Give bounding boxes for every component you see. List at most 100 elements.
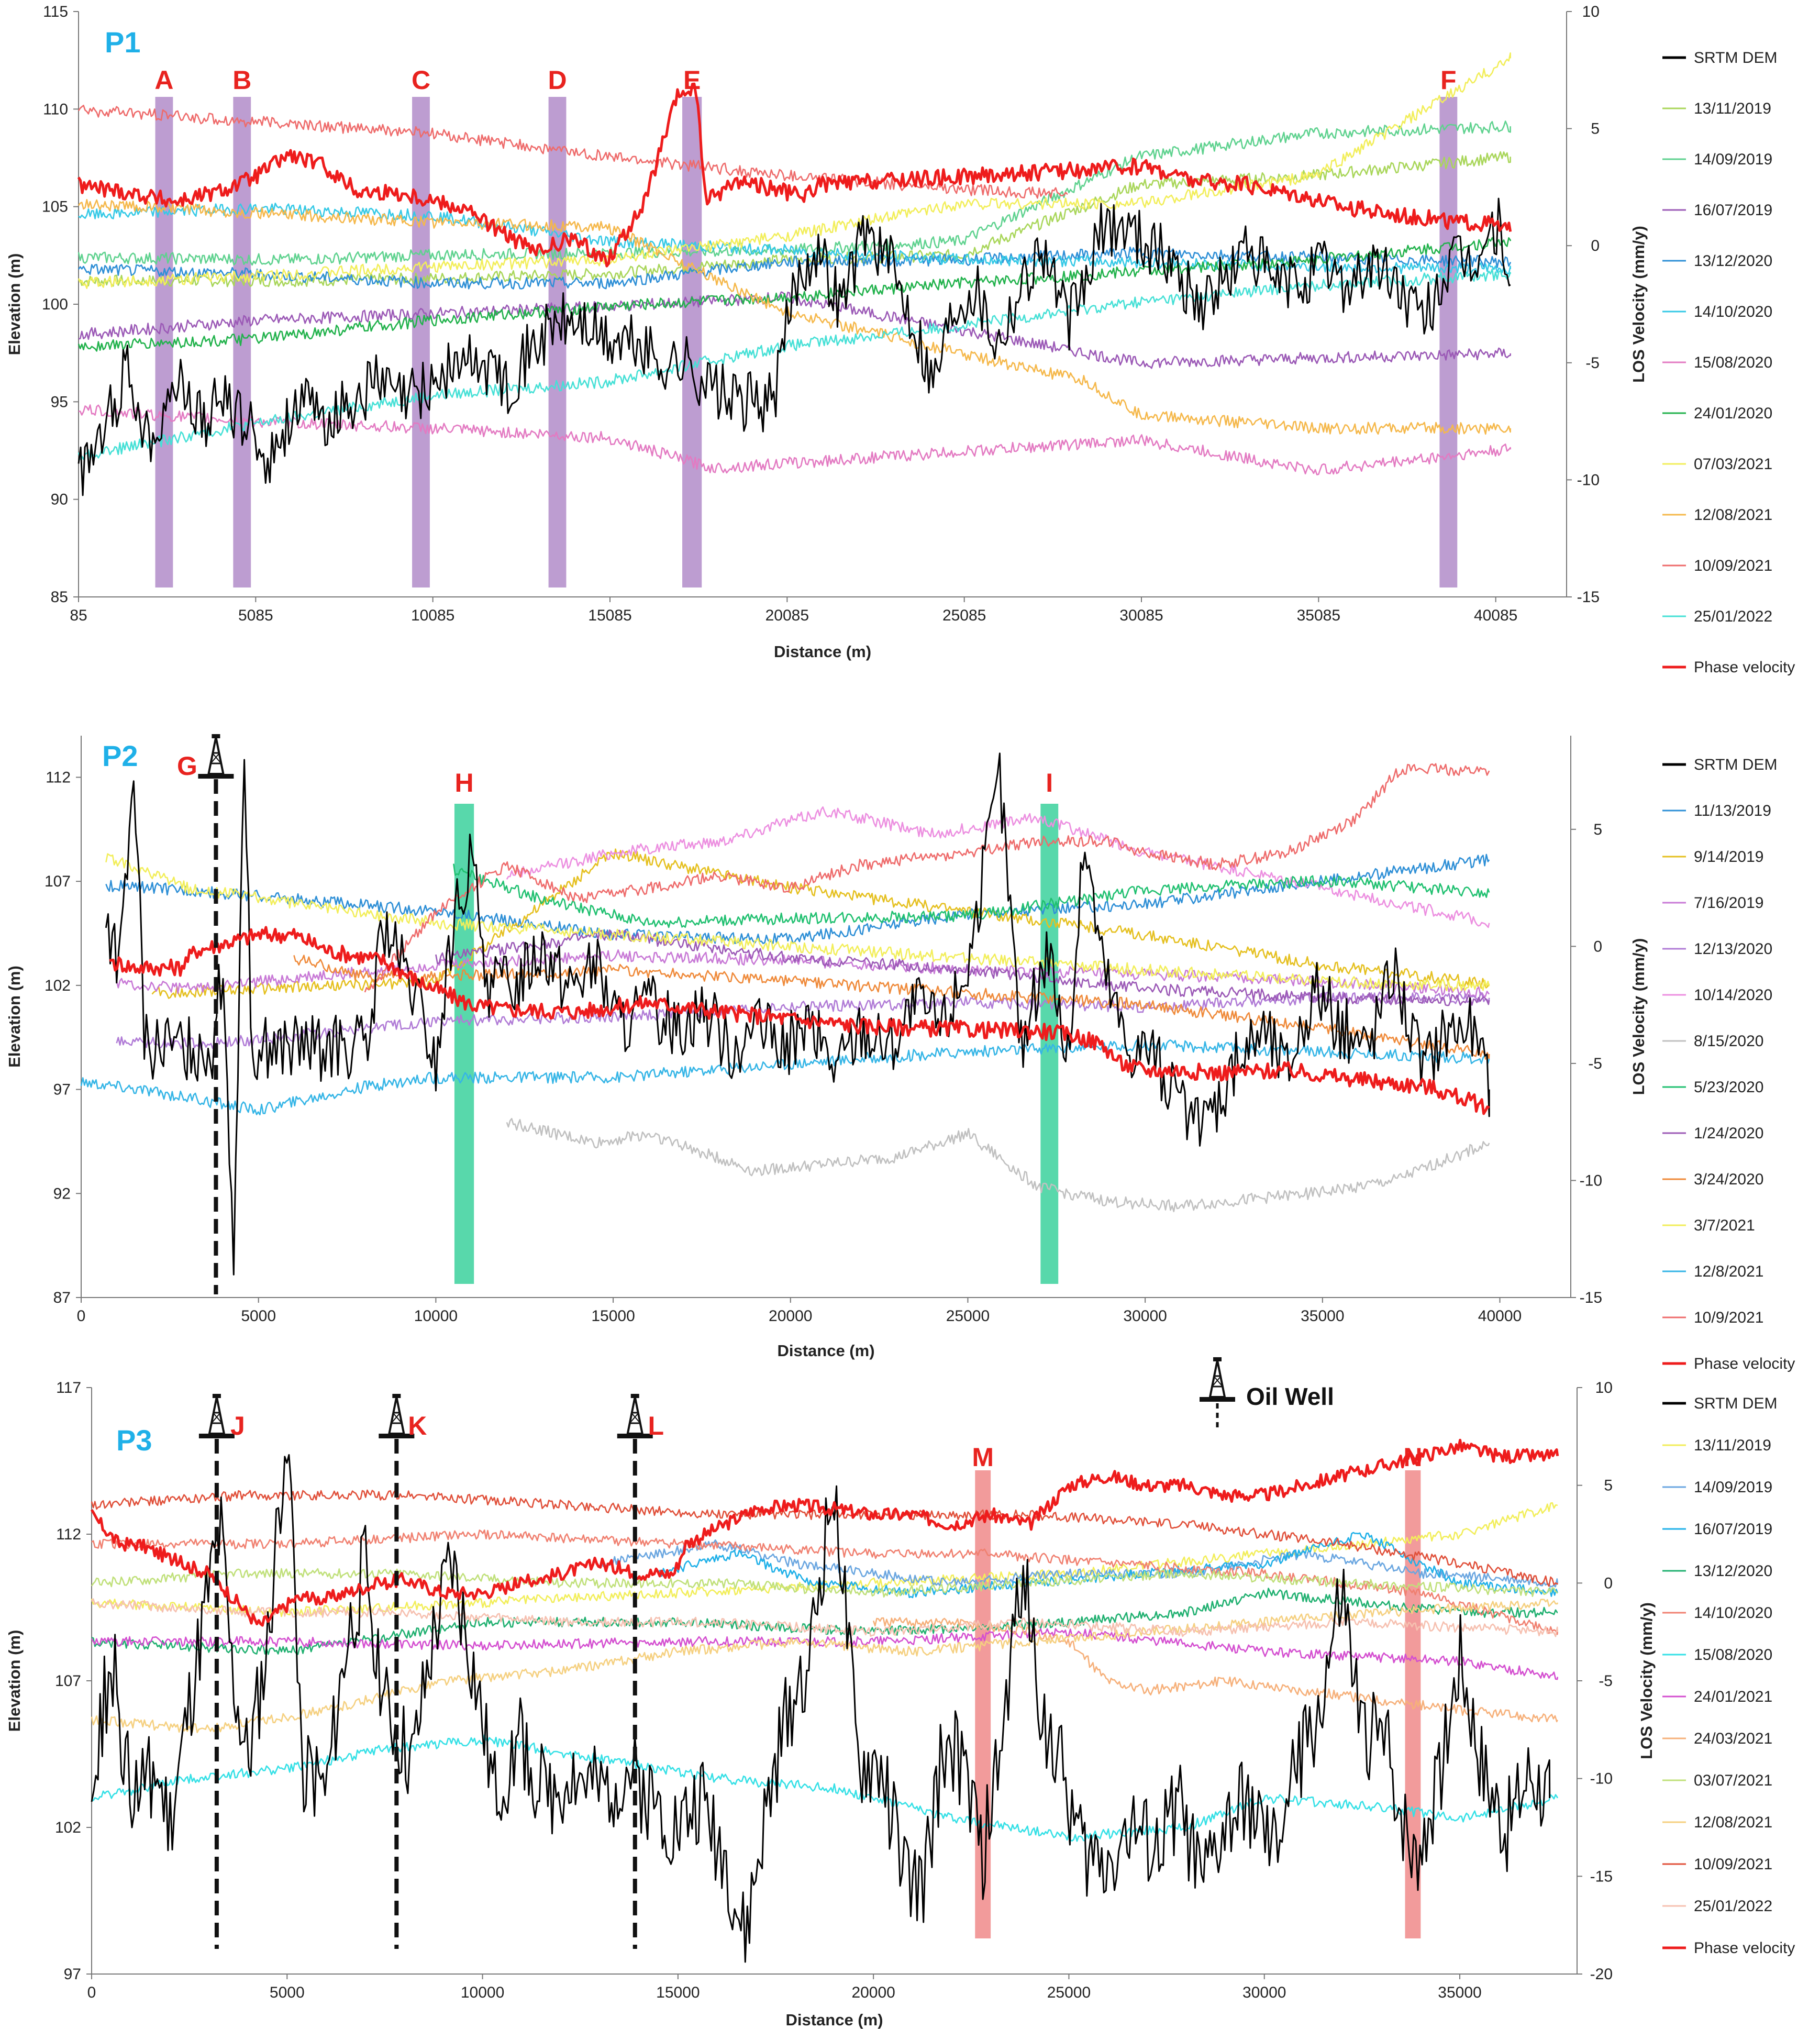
series-line-7 [453, 863, 1490, 928]
series-line-6 [78, 404, 1511, 475]
marker-label-B: B [232, 65, 251, 95]
oil-well-legend: Oil Well [1200, 1357, 1334, 1429]
y-tick-label: 95 [51, 393, 68, 411]
well-icon-K-brace [391, 1412, 401, 1424]
x-tick-label: 35000 [1301, 1307, 1344, 1325]
y2-tick-label: 0 [1604, 1575, 1613, 1592]
series-line-11 [80, 1039, 1490, 1116]
legend-entry: 24/01/2021 [1694, 1688, 1772, 1705]
series-line-3 [116, 949, 1490, 998]
well-icon-L-crown [630, 1394, 639, 1398]
series-line-5 [78, 203, 1511, 275]
y2-tick-label: -10 [1577, 471, 1600, 489]
panel-p3: 0 5000 10000 15000 20000 25000 30000 3500097102… [5, 1379, 1795, 2029]
y-tick-label: 115 [43, 3, 68, 20]
phase-velocity-line [90, 1438, 1559, 1627]
well-icon-G-brace [212, 752, 222, 764]
legend-entry: Phase velocity [1694, 659, 1795, 676]
series-line-2 [599, 1539, 1558, 1588]
series-line-1 [105, 853, 1490, 945]
y2-tick-label: -15 [1590, 1868, 1613, 1885]
legend-entry: 14/10/2020 [1694, 303, 1772, 320]
y-tick-label: 90 [51, 491, 68, 508]
series-line-12 [91, 1598, 1558, 1637]
x-tick-label: 0 [77, 1307, 86, 1325]
legend-entry: 3/7/2021 [1694, 1217, 1755, 1234]
marker-label-F: F [1440, 65, 1457, 95]
oil-well-icon-glyph-crown [1213, 1357, 1222, 1361]
marker-band-E [682, 97, 702, 587]
x-tick-label: 5000 [270, 1984, 305, 2001]
legend-entry: 14/09/2019 [1694, 1479, 1772, 1496]
well-label-K: K [408, 1411, 427, 1440]
legend-entry: 24/03/2021 [1694, 1730, 1772, 1747]
x-tick-label: 0 [87, 1984, 96, 2001]
oil-well-icon-glyph-base [1200, 1397, 1235, 1402]
well-icon-G-brace [210, 752, 220, 764]
panel-label: P2 [102, 739, 138, 772]
oil-well-icon-glyph-brace [1212, 1376, 1222, 1387]
series-line-3 [658, 1532, 1558, 1599]
y2-tick-label: 10 [1595, 1379, 1613, 1396]
legend-entry: 16/07/2019 [1694, 1521, 1772, 1538]
legend-entry: 10/9/2021 [1694, 1309, 1763, 1326]
marker-label-A: A [154, 65, 173, 95]
marker-band-I [1040, 804, 1059, 1284]
y-tick-label: 110 [43, 101, 68, 118]
y2-tick-label: -10 [1580, 1172, 1602, 1189]
legend-entry: SRTM DEM [1694, 1395, 1777, 1412]
dem-profile-line [91, 1454, 1551, 1963]
x-tick-label: 25000 [1047, 1984, 1091, 2001]
y-axis-title: Elevation (m) [5, 966, 24, 1068]
oil-well-label: Oil Well [1246, 1383, 1334, 1410]
legend-entry: 7/16/2019 [1694, 894, 1763, 912]
y2-tick-label: 5 [1604, 1477, 1613, 1494]
phase-velocity-line [109, 926, 1490, 1115]
legend-entry: 11/13/2019 [1694, 802, 1771, 819]
y2-axis-title: LOS Velocity (mm/y) [1629, 938, 1648, 1095]
y-axis-title: Elevation (m) [5, 1630, 24, 1732]
series-line-7 [77, 237, 1511, 352]
y-tick-label: 112 [56, 1526, 81, 1543]
y2-axis-title: LOS Velocity (mm/y) [1637, 1602, 1656, 1759]
legend-entry: 5/23/2020 [1694, 1079, 1763, 1096]
well-icon-J-brace [211, 1412, 221, 1424]
well-icon-L-base [617, 1434, 653, 1438]
well-icon-K [379, 1394, 415, 1438]
x-tick-label: 10000 [414, 1307, 458, 1325]
y-tick-label: 100 [42, 296, 68, 313]
series-line-9 [91, 1568, 1558, 1598]
panel-label: P1 [105, 26, 141, 59]
well-icon-G-frame [207, 737, 225, 775]
series-line-12 [364, 763, 1490, 993]
legend-entry: 24/01/2020 [1694, 405, 1772, 422]
x-tick-label: 20000 [851, 1984, 895, 2001]
x-tick-label: 30000 [1123, 1307, 1167, 1325]
well-label-L: L [648, 1411, 664, 1440]
marker-band-F [1439, 97, 1458, 587]
oil-well-icon [1200, 1357, 1235, 1429]
series-line-6 [506, 1118, 1490, 1212]
x-tick-label: 10085 [411, 607, 454, 624]
series-line-2 [77, 120, 1511, 266]
x-tick-label: 10000 [461, 1984, 504, 2001]
y-tick-label: 87 [53, 1289, 71, 1306]
well-icon-J-base [198, 1434, 235, 1438]
legend-entry: 13/11/2019 [1694, 1437, 1771, 1454]
legend-entry: 12/08/2021 [1694, 1814, 1772, 1831]
legend-entry: 12/8/2021 [1694, 1263, 1763, 1280]
well-icon-L-frame [626, 1396, 644, 1435]
dem-profile-line [105, 752, 1490, 1276]
well-icon-J [198, 1394, 235, 1438]
x-tick-label: 35000 [1438, 1984, 1481, 2001]
x-tick-label: 40000 [1478, 1307, 1522, 1325]
y-tick-label: 97 [53, 1081, 71, 1099]
panel-p1: 85 5085 10085 15085 20085 25085 30085 35085 4008… [5, 3, 1795, 676]
well-icon-G-crown [212, 734, 220, 738]
y2-tick-label: -5 [1599, 1672, 1613, 1690]
legend-entry: 10/14/2020 [1694, 986, 1772, 1004]
well-label-G: G [177, 751, 197, 781]
legend-entry: 25/01/2022 [1694, 1898, 1772, 1915]
marker-band-M [975, 1470, 991, 1938]
